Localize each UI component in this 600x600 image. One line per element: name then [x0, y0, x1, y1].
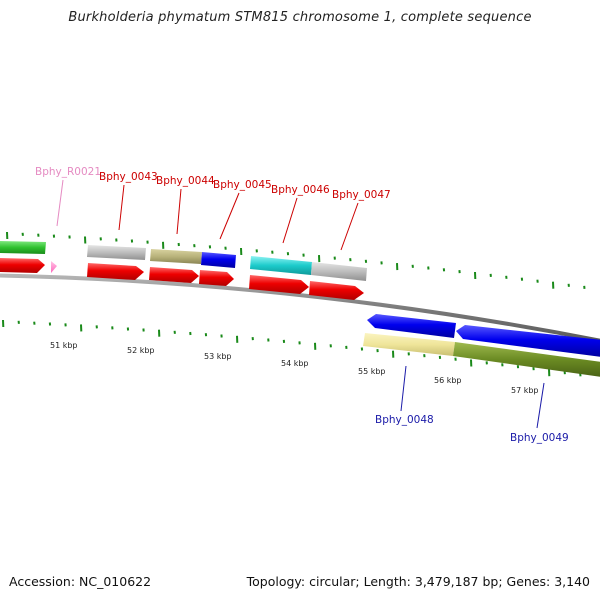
- leader-0046: [283, 198, 297, 243]
- label-leaders: [57, 180, 544, 428]
- gene-bar-khaki-0044: [150, 249, 202, 264]
- genome-map: 51 kbp 52 kbp 53 kbp 54 kbp 55 kbp 56 kb…: [0, 0, 600, 600]
- leader-0045: [220, 193, 239, 239]
- scale-label: 52 kbp: [127, 346, 155, 355]
- leader-0043: [119, 185, 124, 230]
- gene-bar-grey-0047: [311, 262, 367, 281]
- scale-label: 56 kbp: [434, 376, 462, 385]
- cds-arrow-0045: [199, 270, 234, 286]
- cds-arrow-left-edge: [0, 258, 45, 273]
- gene-labels: Bphy_R0021 Bphy_0043 Bphy_0044 Bphy_0045…: [35, 166, 569, 444]
- gene-bar-blue-0045: [201, 252, 236, 268]
- cds-arrow-0043: [87, 263, 144, 280]
- scale-label: 57 kbp: [511, 386, 539, 395]
- gene-bar-green: [0, 241, 46, 254]
- gene-label-0047[interactable]: Bphy_0047: [332, 189, 391, 201]
- rna-arrow-r0021: [51, 261, 57, 273]
- accession-text: Accession: NC_010622: [9, 574, 151, 589]
- gene-label-0049[interactable]: Bphy_0049: [510, 432, 569, 444]
- leader-0048: [401, 366, 406, 411]
- gene-bar-cyan-0046: [250, 256, 312, 275]
- gene-label-0046[interactable]: Bphy_0046: [271, 184, 330, 196]
- cds-arrow-0048: [367, 314, 456, 338]
- scale-label: 55 kbp: [358, 367, 386, 376]
- leader-0044: [177, 189, 181, 234]
- scale-label: 54 kbp: [281, 359, 309, 368]
- scale-label: 53 kbp: [204, 352, 232, 361]
- gene-bar-grey-0043: [87, 245, 146, 260]
- gene-label-0045[interactable]: Bphy_0045: [213, 179, 272, 191]
- gene-label-r0021[interactable]: Bphy_R0021: [35, 166, 101, 178]
- leader-0047: [341, 203, 358, 250]
- gene-label-0044[interactable]: Bphy_0044: [156, 175, 215, 187]
- leader-r0021: [57, 180, 63, 226]
- gene-label-0048[interactable]: Bphy_0048: [375, 414, 434, 426]
- gene-label-0043[interactable]: Bphy_0043: [99, 171, 158, 183]
- topology-text: Topology: circular; Length: 3,479,187 bp…: [247, 574, 590, 589]
- scale-label: 51 kbp: [50, 341, 78, 350]
